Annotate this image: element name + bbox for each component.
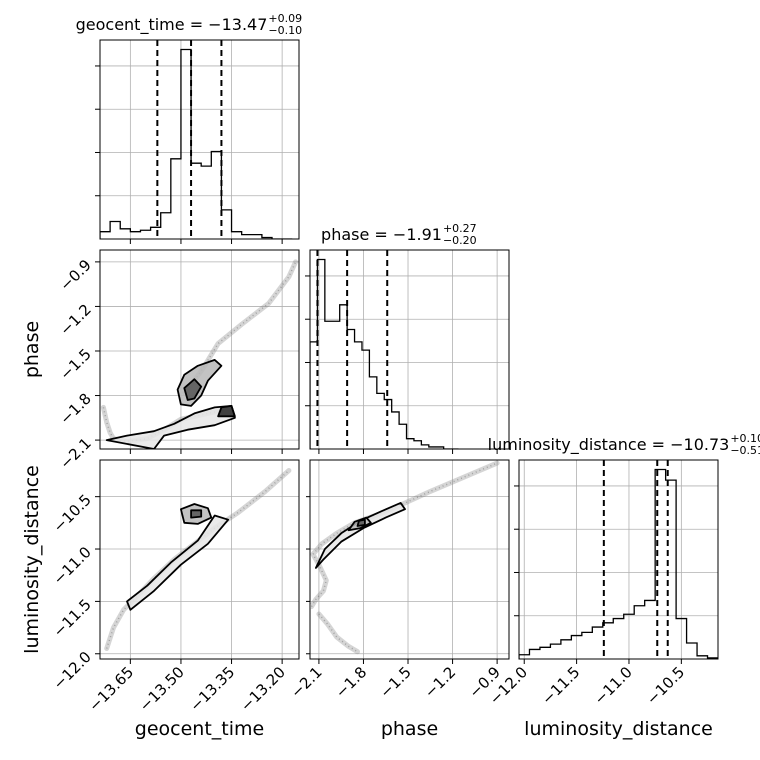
density-cloud xyxy=(310,460,500,610)
title-main-phase: phase = −1.91 xyxy=(321,225,442,244)
title-geocent_time: geocent_time = −13.47 +0.09−0.10 xyxy=(76,12,303,37)
x-tick-label: −2.1 xyxy=(287,663,325,701)
density-points xyxy=(105,469,290,649)
title-sup-luminosity_distance: +0.10 xyxy=(730,432,760,445)
contour-level xyxy=(190,509,203,519)
y-tick-label: −1.5 xyxy=(56,345,94,383)
title-main-geocent_time: geocent_time = −13.47 xyxy=(76,15,268,35)
x-tick-label: −11.0 xyxy=(591,663,636,708)
x-axis-label-geocent_time: geocent_time xyxy=(135,718,264,740)
y-tick-label: −10.5 xyxy=(50,491,95,536)
chart-text: geocent_time = −13.47 +0.09−0.10 phase = −… xyxy=(21,12,760,740)
panel-frame xyxy=(309,249,510,450)
y-tick-label: −12.0 xyxy=(50,648,95,693)
contour-level xyxy=(315,502,406,569)
density-cloud xyxy=(316,611,360,655)
panel-frame xyxy=(518,459,719,660)
density-points xyxy=(102,407,222,443)
x-tick-label: −13.20 xyxy=(237,663,289,715)
x-axis-label-luminosity_distance: luminosity_distance xyxy=(524,718,713,740)
contour-level xyxy=(183,378,203,401)
title-sub-luminosity_distance: −0.51 xyxy=(730,444,760,457)
x-tick-label: −1.2 xyxy=(421,663,459,701)
density-cloud xyxy=(104,468,292,651)
y-tick-label: −2.1 xyxy=(56,434,94,472)
title-sup-phase: +0.27 xyxy=(443,222,477,235)
x-tick-label: −13.35 xyxy=(186,663,238,715)
panel-frame xyxy=(99,249,300,450)
x-tick-label: −10.5 xyxy=(643,663,688,708)
panel-frame xyxy=(309,459,510,660)
panel-frames xyxy=(95,39,719,664)
panel-frame xyxy=(99,39,300,240)
title-sup-geocent_time: +0.09 xyxy=(268,12,302,25)
y-tick-label: −1.8 xyxy=(56,390,94,428)
y-tick-label: −0.9 xyxy=(56,256,94,294)
y-tick-label: −1.2 xyxy=(56,301,94,339)
histogram-geocent_time xyxy=(100,48,293,239)
x-axis-label-phase: phase xyxy=(381,718,438,740)
y-axis-label-phase: phase xyxy=(21,321,43,378)
contour-level xyxy=(176,359,223,407)
density-points xyxy=(183,261,297,394)
title-sub-phase: −0.20 xyxy=(443,234,477,247)
contour-level xyxy=(126,514,230,611)
contour-level xyxy=(217,405,236,418)
title-main-luminosity_distance: luminosity_distance = −10.73 xyxy=(488,435,730,455)
x-tick-label: −13.50 xyxy=(136,663,188,715)
title-sub-geocent_time: −0.10 xyxy=(268,24,302,37)
panel-frame xyxy=(99,459,300,660)
contour-level xyxy=(356,518,366,527)
y-tick-label: −11.0 xyxy=(50,543,95,588)
histogram-luminosity_distance xyxy=(519,468,718,659)
title-luminosity_distance: luminosity_distance = −10.73+0.10−0.51 xyxy=(488,432,760,457)
x-tick-label: −1.5 xyxy=(376,663,414,701)
chart-marks xyxy=(100,40,718,659)
y-axis-label-luminosity_distance: luminosity_distance xyxy=(21,465,43,654)
y-tick-label: −11.5 xyxy=(50,595,95,640)
contour-level xyxy=(105,405,236,449)
x-tick-label: −11.5 xyxy=(538,663,583,708)
x-tick-label: −1.8 xyxy=(332,663,370,701)
title-phase: phase = −1.91 +0.27−0.20 xyxy=(321,222,477,247)
x-tick-label: −13.65 xyxy=(85,663,137,715)
histogram-phase xyxy=(310,258,459,449)
